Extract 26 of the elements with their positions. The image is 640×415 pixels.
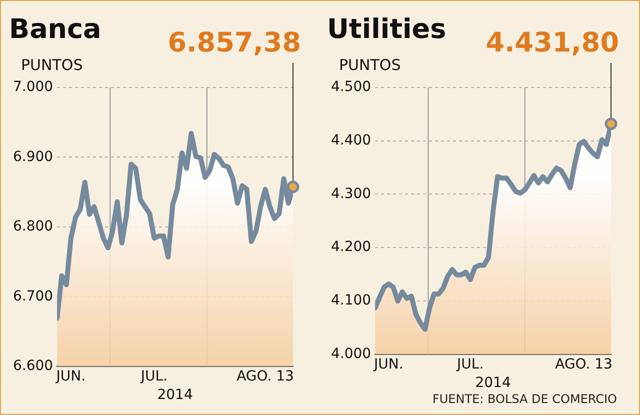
source-note: FUENTE: BOLSA DE COMERCIO: [432, 392, 617, 406]
x-tick-label: JUL.: [140, 368, 168, 384]
y-axis-title: PUNTOS: [21, 56, 83, 74]
x-tick-label: JUN.: [55, 368, 86, 384]
chart-title: Utilities: [327, 14, 446, 46]
y-tick-label: 4.500: [330, 79, 372, 96]
chart-title: Banca: [9, 14, 102, 46]
x-axis-title: 2014: [475, 375, 511, 392]
y-tick-label: 6.700: [12, 288, 54, 304]
text: 6.857,38: [168, 28, 301, 59]
x-tick-label: AGO. 13: [555, 356, 612, 372]
y-tick-label: 7.000: [12, 79, 54, 96]
y-tick-label: 4.200: [330, 239, 372, 256]
y-tick-label: 4.300: [330, 186, 372, 202]
text: 4.431,80: [486, 28, 619, 59]
x-tick-label: JUN.: [373, 356, 404, 372]
y-axis-title: PUNTOS: [339, 56, 401, 74]
y-tick-label: 4.100: [330, 292, 372, 309]
y-tick-label: 4.000: [330, 346, 372, 362]
y-tick-label: 6.600: [12, 358, 54, 374]
x-tick-label: JUL.: [456, 356, 484, 372]
x-axis-title: 2014: [157, 387, 193, 404]
y-tick-label: 6.800: [12, 218, 54, 235]
y-tick-label: 6.900: [12, 148, 54, 165]
x-tick-label: AGO. 13: [236, 368, 294, 384]
y-tick-label: 4.400: [330, 132, 372, 148]
